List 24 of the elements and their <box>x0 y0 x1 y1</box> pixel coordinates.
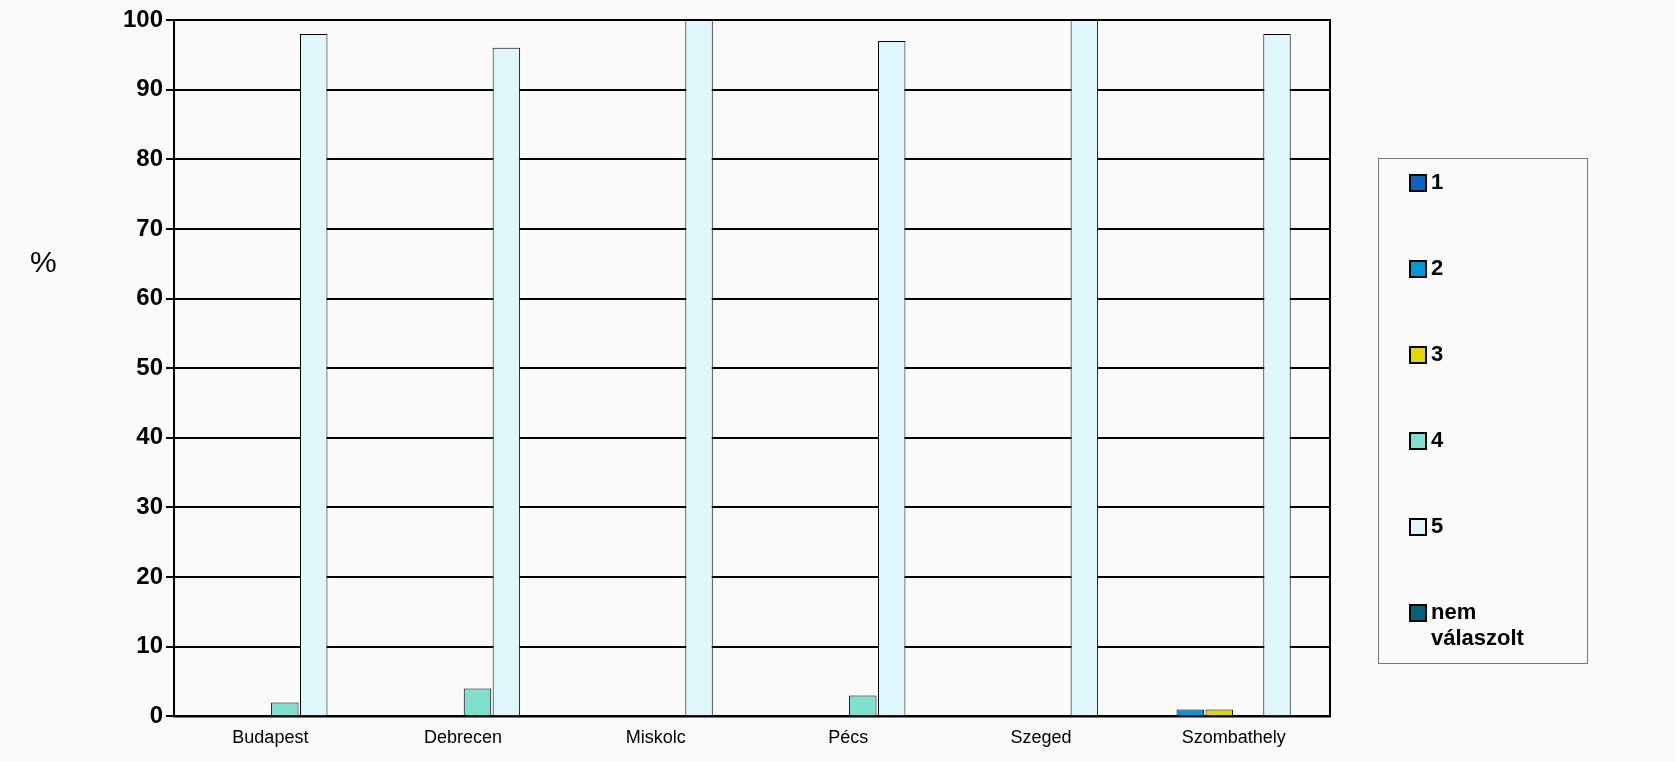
x-tick-label: Budapest <box>232 727 309 748</box>
x-tick-label: Szombathely <box>1181 727 1286 748</box>
y-tick-label: 100 <box>123 4 164 32</box>
legend-label: 5 <box>1431 513 1444 539</box>
y-tick-label: 50 <box>136 352 164 380</box>
legend-label: nem válaszolt <box>1431 599 1525 651</box>
x-tick-label: Debrecen <box>424 727 503 748</box>
y-tick-label: 40 <box>136 422 164 450</box>
legend-label: 3 <box>1431 341 1444 367</box>
x-tick-label: Pécs <box>828 727 869 748</box>
y-axis-title: % <box>30 245 57 279</box>
y-tick-label: 90 <box>136 74 164 102</box>
y-tick-label: 80 <box>136 143 164 171</box>
x-tick-label: Szeged <box>1010 727 1072 748</box>
y-tick-label: 60 <box>136 283 164 311</box>
y-tick-label: 10 <box>136 631 164 659</box>
y-tick-label: 30 <box>136 492 164 520</box>
x-tick-label: Miskolc <box>625 727 686 748</box>
legend-label: 1 <box>1431 169 1444 195</box>
legend-label: 4 <box>1431 427 1444 453</box>
y-tick-label: 70 <box>136 213 164 241</box>
y-tick-label: 20 <box>136 561 164 589</box>
legend-label: 2 <box>1431 255 1444 281</box>
y-tick-label: 0 <box>149 701 164 729</box>
